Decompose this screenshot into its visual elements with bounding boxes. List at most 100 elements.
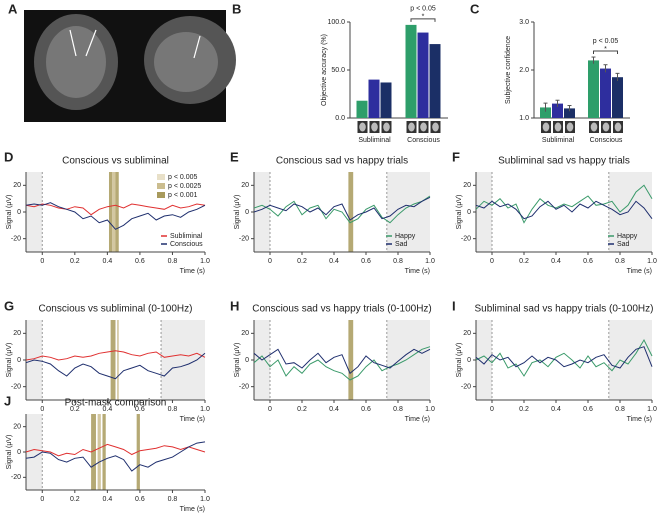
face — [359, 122, 366, 132]
chart-title: Subliminal sad vs happy trials (0-100Hz) — [475, 304, 654, 315]
x-tick-label: 0 — [268, 258, 272, 265]
shaded-region — [386, 320, 430, 400]
panel-label: D — [4, 149, 13, 164]
panel-label: A — [8, 1, 18, 16]
x-tick-label: 0.2 — [70, 496, 80, 503]
annotation: p < 0.05 — [593, 38, 619, 45]
face — [614, 122, 622, 132]
sig-legend-swatch — [157, 174, 165, 180]
brain-inner — [154, 32, 218, 92]
x-tick-label: 0.2 — [70, 406, 80, 413]
x-tick-label: 0.2 — [519, 258, 529, 265]
x-tick-label: 0.8 — [168, 258, 178, 265]
y-tick-label: 0 — [17, 449, 21, 456]
x-tick-label: 0.4 — [551, 258, 561, 265]
x-axis-label: Time (s) — [180, 506, 205, 513]
x-tick-label: 0 — [40, 406, 44, 413]
sig-legend-label: p < 0.0025 — [168, 183, 201, 190]
brain-inner — [46, 26, 106, 98]
face — [590, 122, 598, 132]
x-tick-label: 0.6 — [135, 258, 145, 265]
y-tick-label: 20 — [463, 330, 471, 337]
x-tick-label: 0.2 — [519, 406, 529, 413]
shaded-region — [254, 172, 270, 252]
signal-line — [253, 346, 431, 381]
y-tick-label: 20 — [241, 330, 249, 337]
y-axis-label: Signal (μV) — [6, 195, 13, 230]
sig-band — [115, 172, 119, 252]
y-tick-label: 0 — [17, 357, 21, 364]
x-tick-label: 1.0 — [425, 406, 435, 413]
x-tick-label: 0.4 — [102, 496, 112, 503]
panel-label: H — [230, 298, 239, 313]
chart-title: Conscious sad vs happy trials (0-100Hz) — [252, 304, 432, 315]
x-tick-label: 1.0 — [647, 406, 657, 413]
x-tick-label: 0.8 — [168, 406, 178, 413]
x-tick-label: 0.6 — [135, 406, 145, 413]
signal-line — [25, 441, 206, 472]
x-tick-label: 0.6 — [361, 406, 371, 413]
sig-band — [91, 414, 96, 490]
y-tick-label: 1.0 — [519, 115, 529, 122]
x-tick-label: 0.6 — [361, 258, 371, 265]
shaded-region — [26, 414, 43, 490]
face — [371, 122, 378, 132]
x-tick-label: 1.0 — [647, 258, 657, 265]
panel-label: F — [452, 149, 460, 164]
y-tick-label: 20 — [13, 182, 21, 189]
bar — [552, 103, 563, 118]
y-axis-label: Signal (μV) — [6, 343, 13, 378]
panel-label: G — [4, 298, 14, 313]
x-tick-label: 0.6 — [135, 496, 145, 503]
signal-line — [475, 200, 653, 220]
chart-title: Conscious vs subliminal (0-100Hz) — [39, 304, 193, 315]
sig-bracket — [410, 18, 436, 22]
sig-band — [102, 414, 106, 490]
panel-label: I — [452, 298, 456, 313]
x-axis-label: Time (s) — [180, 416, 205, 423]
bar — [405, 24, 417, 119]
y-tick-label: 50.0 — [331, 67, 345, 74]
sig-band — [348, 172, 354, 252]
y-tick-label: 100.0 — [327, 19, 345, 26]
bar — [564, 108, 575, 118]
legend-label: Happy — [395, 233, 416, 240]
signal-line — [25, 443, 206, 457]
panel-label: E — [230, 149, 239, 164]
signal-line — [253, 348, 431, 375]
y-axis-label: Objective accuracy (%) — [321, 34, 328, 106]
y-axis-label: Signal (μV) — [456, 195, 463, 230]
x-tick-label: Conscious — [590, 137, 623, 144]
y-tick-label: 0 — [467, 357, 471, 364]
face — [432, 122, 439, 132]
y-tick-label: -20 — [11, 236, 21, 243]
panel-label: J — [4, 393, 11, 408]
x-tick-label: 0.8 — [393, 406, 403, 413]
legend-label: Sad — [617, 241, 630, 248]
x-tick-label: 0.4 — [551, 406, 561, 413]
y-axis-label: Subjective confidence — [505, 36, 512, 104]
y-tick-label: 20 — [13, 330, 21, 337]
x-tick-label: 0.6 — [583, 258, 593, 265]
sig-star: * — [604, 46, 607, 53]
face — [542, 122, 550, 132]
y-tick-label: -20 — [239, 384, 249, 391]
y-axis-label: Signal (μV) — [6, 435, 13, 470]
legend-label: Sad — [395, 241, 408, 248]
signal-line — [253, 196, 431, 221]
sig-band — [112, 172, 116, 252]
panel-label: C — [470, 1, 480, 16]
sig-legend-label: p < 0.001 — [168, 192, 197, 199]
bar — [417, 32, 429, 119]
signal-line — [25, 202, 206, 230]
bar — [429, 44, 441, 118]
electrode — [193, 35, 201, 59]
x-tick-label: 0.2 — [70, 258, 80, 265]
signal-line — [475, 346, 653, 369]
electrode — [69, 29, 77, 57]
bar — [380, 82, 392, 118]
x-tick-label: 0.8 — [393, 258, 403, 265]
x-tick-label: 0.2 — [297, 406, 307, 413]
y-tick-label: -20 — [461, 236, 471, 243]
x-tick-label: 0.4 — [102, 258, 112, 265]
